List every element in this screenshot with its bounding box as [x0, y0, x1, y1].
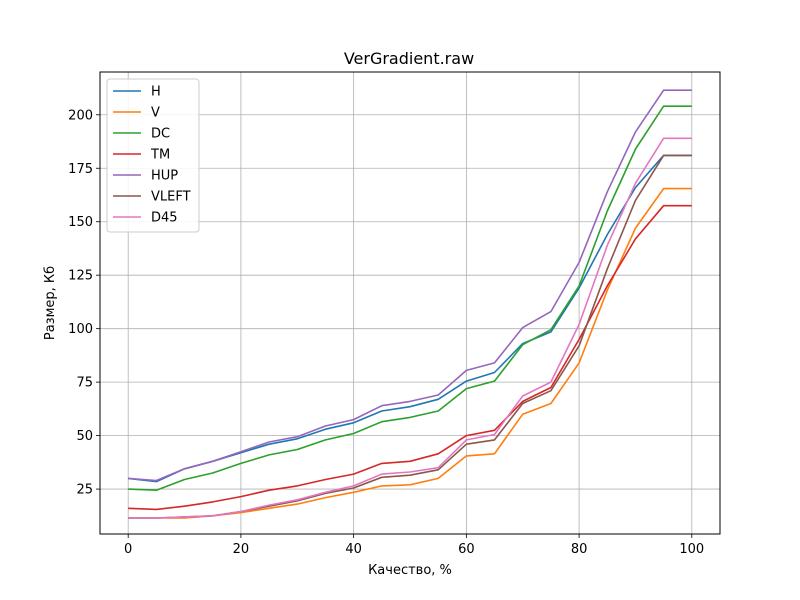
grid [100, 72, 720, 534]
legend-label-d45: D45 [151, 211, 178, 226]
x-tick-label: 100 [679, 542, 704, 557]
legend-box [106, 78, 200, 233]
legend: HV DC TM HUP VLEFT D45 [106, 78, 200, 233]
legend-label-v: V [151, 106, 160, 121]
series-line-v [128, 187, 692, 519]
series-line-hup [128, 89, 692, 482]
series-line-d45 [128, 137, 692, 519]
legend-label-tm: TM [150, 148, 170, 163]
x-tick-label: 60 [458, 542, 475, 557]
plot-frame [99, 71, 721, 535]
y-tick-label: 25 [76, 483, 93, 498]
axis-ticks: 0 20 40 60 80 100 25 50 75 100 125 150 175 200 [68, 108, 704, 557]
y-tick-label: 200 [68, 108, 93, 123]
legend-label-h: H [151, 85, 161, 100]
series-line-dc [128, 105, 692, 492]
y-tick-label: 175 [68, 162, 93, 177]
y-axis-label: Размер, Кб [43, 266, 58, 340]
y-tick-label: 75 [76, 376, 93, 391]
legend-label-hup: HUP [151, 169, 178, 184]
x-tick-label: 20 [233, 542, 250, 557]
x-axis-label: Качество, % [368, 563, 452, 578]
y-tick-label: 50 [76, 429, 93, 444]
y-tick-label: 150 [68, 215, 93, 230]
y-tick-label: 100 [68, 322, 93, 337]
x-tick-label: 80 [571, 542, 588, 557]
series-line-tm [128, 204, 692, 511]
x-tick-label: 0 [124, 542, 132, 557]
legend-label-vleft: VLEFT [151, 190, 191, 205]
legend-label-dc: DC [151, 127, 170, 142]
x-tick-label: 40 [345, 542, 362, 557]
series-line-h [128, 154, 692, 483]
y-tick-label: 125 [68, 269, 93, 284]
series-lines [128, 89, 692, 519]
chart-title: VerGradient.raw [344, 49, 474, 68]
